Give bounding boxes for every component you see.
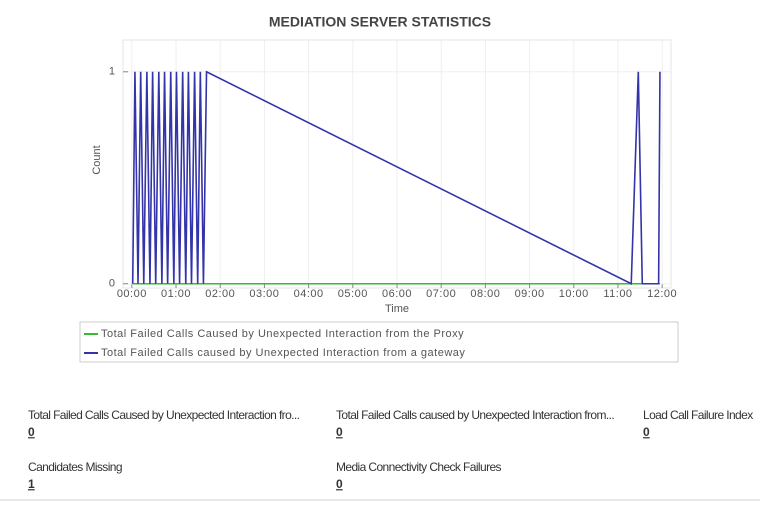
x-axis-label: Time	[385, 303, 409, 315]
x-tick-label: 08:00	[470, 288, 500, 300]
x-tick-label: 02:00	[205, 288, 235, 300]
x-tick-label: 05:00	[338, 288, 368, 300]
x-tick-label: 07:00	[426, 288, 456, 300]
stat-value[interactable]: 1	[28, 477, 35, 491]
chart-title: MEDIATION SERVER STATISTICS	[269, 14, 491, 30]
y-tick-label: 0	[109, 278, 115, 290]
stat-label: Media Connectivity Check Failures	[336, 460, 502, 474]
x-tick-label: 00:00	[117, 288, 147, 300]
stat-value[interactable]: 0	[28, 425, 35, 439]
series-line	[131, 70, 661, 286]
x-tick-label: 09:00	[515, 288, 545, 300]
legend-label: Total Failed Calls Caused by Unexpected …	[101, 328, 464, 340]
legend-label: Total Failed Calls caused by Unexpected …	[101, 347, 465, 359]
stat-label: Candidates Missing	[28, 460, 122, 474]
x-tick-label: 12:00	[647, 288, 677, 300]
x-tick-label: 10:00	[559, 288, 589, 300]
stat-value[interactable]: 0	[643, 425, 650, 439]
y-axis-label: Count	[91, 145, 103, 174]
x-tick-label: 01:00	[161, 288, 191, 300]
stat-label: Total Failed Calls Caused by Unexpected …	[28, 408, 300, 422]
stat-value[interactable]: 0	[336, 477, 343, 491]
y-tick-label: 1	[109, 66, 115, 78]
stat-label: Load Call Failure Index	[643, 408, 753, 422]
legend	[79, 321, 679, 363]
stat-value[interactable]: 0	[336, 425, 343, 439]
x-tick-label: 03:00	[249, 288, 279, 300]
x-tick-label: 11:00	[603, 288, 632, 300]
x-tick-label: 06:00	[382, 288, 412, 300]
x-tick-label: 04:00	[294, 288, 324, 300]
stat-label: Total Failed Calls caused by Unexpected …	[336, 408, 614, 422]
